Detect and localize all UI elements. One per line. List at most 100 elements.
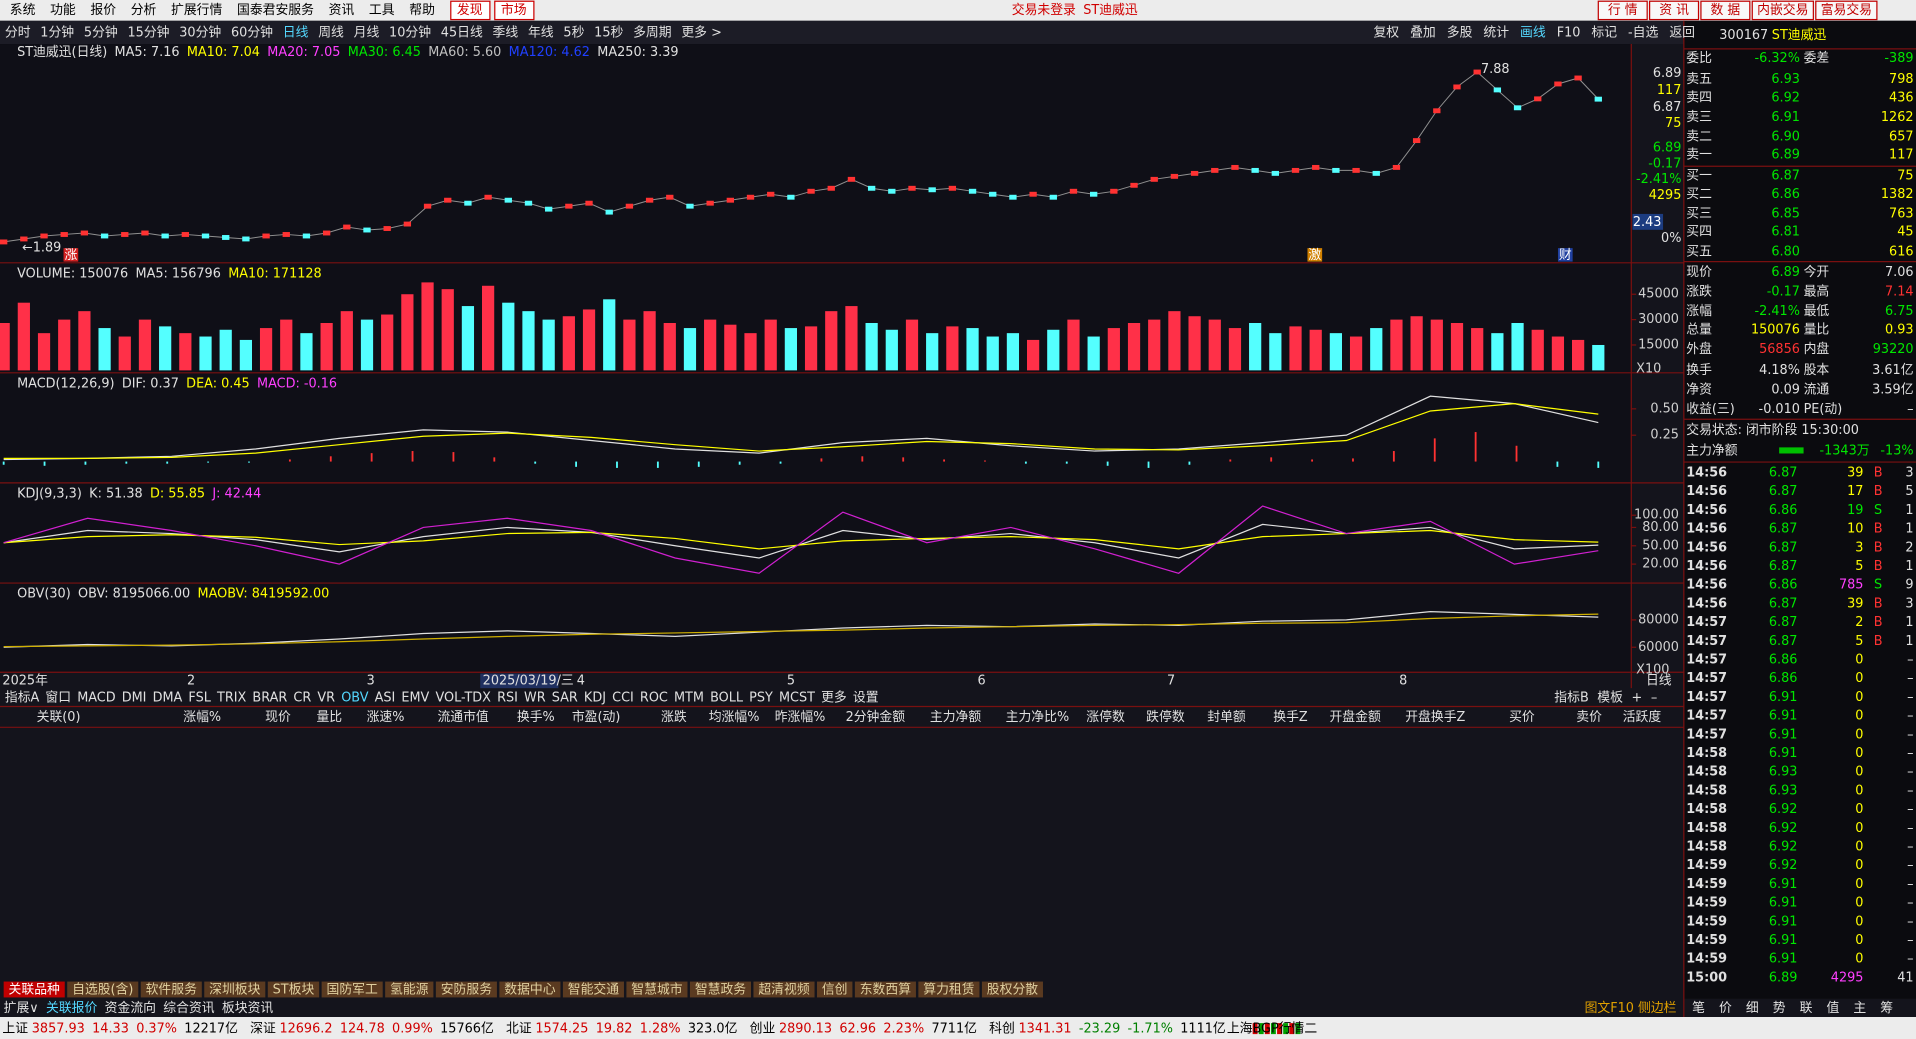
- tab-bg[interactable]: [562, 981, 624, 998]
- indicator-tab[interactable]: 指标A: [5, 690, 40, 705]
- period-tab[interactable]: 季线: [493, 26, 519, 41]
- toolbar-item[interactable]: 复权: [1373, 25, 1399, 41]
- tab-bg[interactable]: [435, 981, 497, 998]
- table-header[interactable]: 买价: [1509, 710, 1535, 725]
- indicator-tab[interactable]: 指标B: [1554, 690, 1588, 705]
- menu-item[interactable]: 工具: [369, 3, 395, 18]
- table-header[interactable]: 跌停数: [1146, 709, 1185, 725]
- indicator-tab[interactable]: MACD: [77, 690, 116, 705]
- tab-bg[interactable]: [753, 981, 815, 998]
- table-header[interactable]: 换手Z: [1273, 710, 1308, 725]
- indicator-tab[interactable]: VOL-TDX: [435, 690, 491, 705]
- menu-button[interactable]: 行 情: [1608, 3, 1638, 18]
- tab-bg[interactable]: [321, 981, 383, 998]
- sector-tab[interactable]: 国防军工: [327, 982, 378, 998]
- tab-bg[interactable]: [67, 981, 139, 998]
- bottom-tab[interactable]: 资金流向: [105, 1000, 156, 1016]
- sector-tab[interactable]: 智慧城市: [631, 982, 682, 998]
- table-header[interactable]: 开盘金额: [1329, 709, 1380, 725]
- indicator-tab[interactable]: MTM: [674, 690, 704, 705]
- indicator-tab[interactable]: 设置: [853, 690, 879, 705]
- tab-bg[interactable]: [499, 981, 561, 998]
- sector-tab[interactable]: 超清视频: [758, 983, 809, 998]
- table-header[interactable]: 主力净比%: [1006, 710, 1070, 725]
- table-header[interactable]: 换手%: [517, 710, 555, 725]
- sector-tab[interactable]: 智慧政务: [695, 982, 746, 998]
- tab-bg[interactable]: [918, 981, 980, 998]
- menu-button[interactable]: 富易交易: [1821, 2, 1872, 18]
- menu-item[interactable]: 帮助: [409, 3, 435, 18]
- side-tab[interactable]: 价: [1719, 1001, 1732, 1016]
- indicator-tab[interactable]: WR: [524, 690, 546, 705]
- sector-tab[interactable]: 智能交通: [568, 982, 619, 998]
- period-tab[interactable]: 5秒: [563, 26, 584, 41]
- period-tab[interactable]: 5分钟: [84, 25, 118, 41]
- tab-bg[interactable]: [981, 981, 1043, 998]
- table-header[interactable]: 活跃度: [1623, 709, 1662, 725]
- period-tab[interactable]: 1分钟: [40, 25, 74, 41]
- side-tab[interactable]: 笔: [1692, 1000, 1705, 1016]
- menu-hot[interactable]: 发现: [457, 2, 483, 18]
- side-tab[interactable]: 联: [1800, 1001, 1813, 1016]
- bottom-tab[interactable]: 板块资讯: [222, 1001, 273, 1016]
- period-tab[interactable]: 月线: [354, 26, 380, 41]
- indicator-tab[interactable]: MCST: [779, 690, 815, 705]
- indicator-tab[interactable]: BOLL: [710, 690, 744, 705]
- menu-item[interactable]: 资讯: [329, 3, 355, 18]
- menu-button[interactable]: 数 据: [1711, 3, 1741, 18]
- indicator-tab[interactable]: 更多: [821, 690, 847, 705]
- button-box[interactable]: [1597, 0, 1648, 21]
- menu-item[interactable]: 系统: [10, 3, 36, 18]
- sector-tab[interactable]: 自选股(含): [72, 982, 133, 998]
- button-box[interactable]: [1700, 0, 1751, 21]
- tab-bg[interactable]: [385, 981, 434, 998]
- sector-tab[interactable]: 算力租赁: [923, 983, 974, 998]
- indicator-tab[interactable]: EMV: [401, 690, 429, 705]
- indicator-tab[interactable]: KDJ: [584, 690, 606, 705]
- bottom-tab[interactable]: 扩展∨: [4, 1001, 39, 1016]
- bottom-right[interactable]: 图文F10 侧边栏: [1585, 1001, 1677, 1016]
- indicator-tab[interactable]: DMI: [122, 690, 147, 705]
- period-tab[interactable]: 15分钟: [128, 25, 170, 41]
- tab-bg[interactable]: [816, 981, 853, 998]
- period-tab[interactable]: 周线: [318, 26, 344, 41]
- table-header[interactable]: 昨涨幅%: [775, 710, 826, 725]
- sector-tab[interactable]: 氢能源: [390, 983, 429, 998]
- indicator-tab[interactable]: ASI: [375, 690, 396, 705]
- indicator-tab[interactable]: +: [1632, 690, 1643, 705]
- indicator-tab[interactable]: 模板: [1597, 690, 1623, 705]
- period-tab[interactable]: 分时: [5, 26, 31, 41]
- indicator-tab[interactable]: ROC: [640, 690, 668, 705]
- table-header[interactable]: 涨速%: [367, 710, 405, 725]
- table-header[interactable]: 2分钟金额: [846, 709, 906, 725]
- tab-bg[interactable]: [140, 981, 202, 998]
- tab-bg[interactable]: [854, 981, 916, 998]
- indicator-tab[interactable]: DMA: [153, 690, 183, 705]
- side-tab[interactable]: 值: [1826, 1000, 1839, 1016]
- toolbar-item[interactable]: 叠加: [1410, 26, 1436, 41]
- period-tab[interactable]: 多周期: [633, 26, 671, 41]
- period-tab[interactable]: 10分钟: [389, 25, 431, 41]
- indicator-tab[interactable]: CR: [293, 690, 311, 705]
- button-box[interactable]: [1649, 0, 1700, 21]
- menu-item[interactable]: 扩展行情: [171, 3, 222, 18]
- indicator-tab[interactable]: PSY: [749, 690, 773, 705]
- sector-tab[interactable]: 信创: [822, 983, 848, 998]
- sector-tab[interactable]: 关联品种: [9, 983, 60, 998]
- tab-bg[interactable]: [689, 981, 752, 998]
- menu-button[interactable]: 资 讯: [1659, 3, 1689, 18]
- table-header[interactable]: 均涨幅%: [709, 710, 760, 725]
- period-tab[interactable]: 30分钟: [179, 25, 221, 41]
- period-tab[interactable]: 15秒: [594, 26, 623, 41]
- indicator-tab[interactable]: TRIX: [216, 690, 247, 705]
- table-header[interactable]: 涨跌: [661, 709, 687, 725]
- toolbar-item[interactable]: 返回: [1669, 26, 1695, 41]
- table-header[interactable]: 量比: [316, 710, 342, 725]
- sector-tab[interactable]: 软件服务: [146, 982, 197, 998]
- menu-item[interactable]: 功能: [50, 3, 76, 18]
- indicator-tab[interactable]: SAR: [552, 690, 578, 705]
- side-tab[interactable]: 势: [1773, 1000, 1786, 1016]
- sector-tab[interactable]: 深圳板块: [209, 983, 260, 998]
- table-header[interactable]: 关联(0): [37, 710, 81, 725]
- table-header[interactable]: 涨停数: [1086, 709, 1125, 725]
